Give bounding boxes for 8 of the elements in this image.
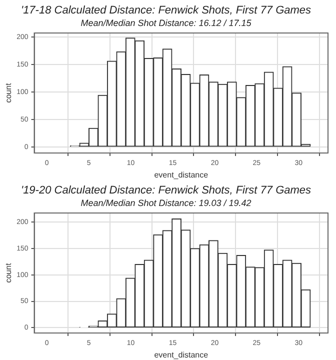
chart-subtitle: Mean/Median Shot Distance: 16.12 / 17.15 <box>80 18 252 28</box>
x-axis-title: event_distance <box>154 350 209 360</box>
x-axis-title: event_distance <box>154 170 209 180</box>
chart-subtitle: Mean/Median Shot Distance: 19.03 / 19.42 <box>80 198 252 208</box>
chart-title: '17-18 Calculated Distance: Fenwick Shots, First 77 Games <box>20 4 312 17</box>
y-axis-title: count <box>4 262 14 283</box>
chart-title: '19-20 Calculated Distance: Fenwick Shots, First 77 Games <box>20 184 312 197</box>
y-axis-title: count <box>4 82 14 103</box>
